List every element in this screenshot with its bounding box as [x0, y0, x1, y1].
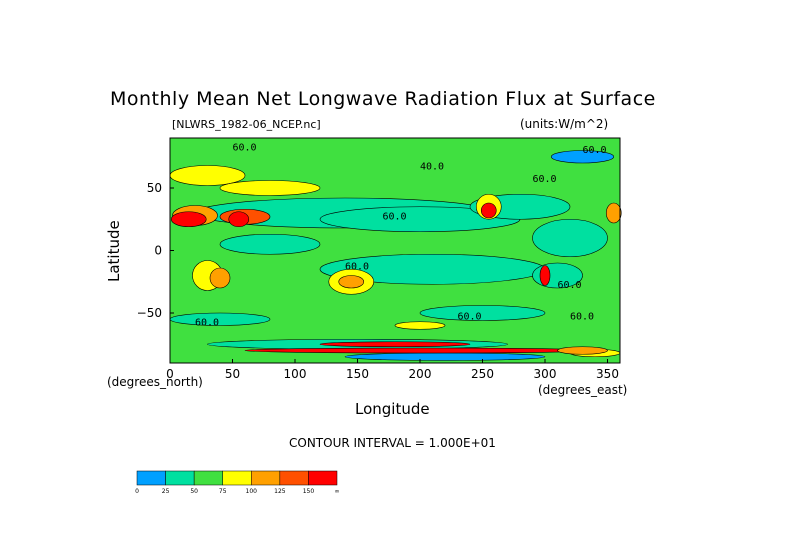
- field-region-29: [557, 346, 608, 355]
- colorbar-swatch: [251, 470, 281, 486]
- colorbar-swatch: [279, 470, 309, 486]
- x-tick-label: 0: [166, 367, 174, 381]
- field-region-3: [219, 233, 321, 255]
- colorbar-tick-label: 150: [303, 488, 315, 495]
- field-region-11: [169, 165, 246, 186]
- x-axis-ticks: 0 50 100 150 200 250 300 350: [166, 359, 619, 381]
- contour-label: 60.0: [195, 318, 219, 329]
- units-label: (units:W/m^2): [520, 117, 609, 131]
- contour-label: 60.0: [558, 280, 582, 291]
- colorbar: 0 25 50 75 100 125 150 ∞: [135, 470, 340, 495]
- colorbar-tick-label: ∞: [335, 488, 340, 495]
- y-tick-label: 0: [154, 244, 162, 258]
- contour-label: 60.0: [458, 311, 482, 322]
- field-region-24: [539, 265, 551, 286]
- y-tick-label: −50: [137, 306, 162, 320]
- colorbar-tick-label: 100: [246, 488, 258, 495]
- field-region-19: [170, 211, 207, 228]
- contour-label: 60.0: [233, 143, 257, 154]
- colorbar-tick-label: 125: [274, 488, 286, 495]
- colorbar-swatch: [222, 470, 252, 486]
- colorbar-swatch: [165, 470, 195, 486]
- source-file-label: [NLWRS_1982-06_NCEP.nc]: [172, 118, 321, 131]
- field-region-18: [209, 267, 231, 289]
- field-region-27: [319, 341, 471, 348]
- field-region-21: [480, 202, 497, 219]
- colorbar-tick-label: 0: [135, 488, 139, 495]
- colorbar-swatch: [136, 470, 166, 486]
- field-region-26: [344, 352, 546, 361]
- field-region-5: [532, 218, 608, 258]
- contour-label: 60.0: [383, 211, 407, 222]
- field-region-22: [338, 275, 365, 289]
- contour-interval-text: CONTOUR INTERVAL = 1.000E+01: [289, 436, 496, 450]
- x-tick-label: 250: [471, 367, 494, 381]
- field-region-23: [605, 202, 622, 224]
- contour-label: 60.0: [570, 311, 594, 322]
- x-tick-label: 150: [346, 367, 369, 381]
- field-region-20: [228, 211, 250, 228]
- colorbar-swatch: [308, 470, 338, 486]
- contour-label: 60.0: [583, 145, 607, 156]
- contour-label: 60.0: [345, 261, 369, 272]
- field-region-12: [219, 180, 321, 196]
- x-axis-title: Longitude: [355, 400, 430, 418]
- x-tick-label: 350: [596, 367, 619, 381]
- colorbar-tick-label: 50: [190, 488, 198, 495]
- contour-label: 60.0: [533, 174, 557, 185]
- field-region-8: [550, 150, 615, 164]
- x-unit-left-label: (degrees_north): [107, 375, 203, 389]
- contour-field: [169, 138, 622, 363]
- colorbar-swatch: [193, 470, 223, 486]
- x-tick-label: 200: [409, 367, 432, 381]
- chart-title: Monthly Mean Net Longwave Radiation Flux…: [110, 88, 656, 110]
- field-region-6: [169, 312, 271, 326]
- contour-labels: 60.0 40.0 60.0 60.0 60.0 60.0 60.0 60.0 60.0 60.0: [195, 143, 607, 329]
- y-axis-ticks: −50 0 50: [137, 181, 174, 320]
- field-region-28: [244, 347, 596, 354]
- x-tick-label: 300: [534, 367, 557, 381]
- y-tick-label: 50: [147, 181, 162, 195]
- x-unit-right-label: (degrees_east): [538, 383, 628, 397]
- colorbar-tick-label: 25: [162, 488, 170, 495]
- x-tick-label: 100: [284, 367, 307, 381]
- x-tick-label: 50: [225, 367, 240, 381]
- field-region-30: [394, 321, 446, 330]
- field-region-7: [419, 305, 546, 321]
- contour-label: 40.0: [420, 161, 444, 172]
- colorbar-tick-label: 75: [219, 488, 227, 495]
